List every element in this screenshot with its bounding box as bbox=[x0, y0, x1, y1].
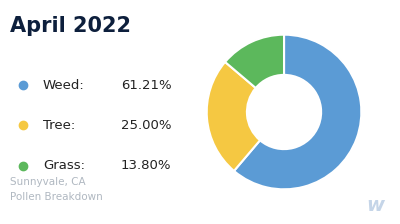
Text: 25.00%: 25.00% bbox=[121, 119, 172, 132]
Text: Weed:: Weed: bbox=[43, 79, 85, 92]
Wedge shape bbox=[234, 35, 361, 189]
Text: Tree:: Tree: bbox=[43, 119, 75, 132]
Text: 61.21%: 61.21% bbox=[121, 79, 172, 92]
Wedge shape bbox=[207, 62, 260, 171]
Text: April 2022: April 2022 bbox=[10, 16, 131, 36]
Text: 13.80%: 13.80% bbox=[121, 159, 172, 172]
Text: Sunnyvale, CA
Pollen Breakdown: Sunnyvale, CA Pollen Breakdown bbox=[10, 177, 102, 202]
Text: w: w bbox=[366, 196, 384, 215]
Text: Grass:: Grass: bbox=[43, 159, 85, 172]
Wedge shape bbox=[225, 35, 284, 88]
